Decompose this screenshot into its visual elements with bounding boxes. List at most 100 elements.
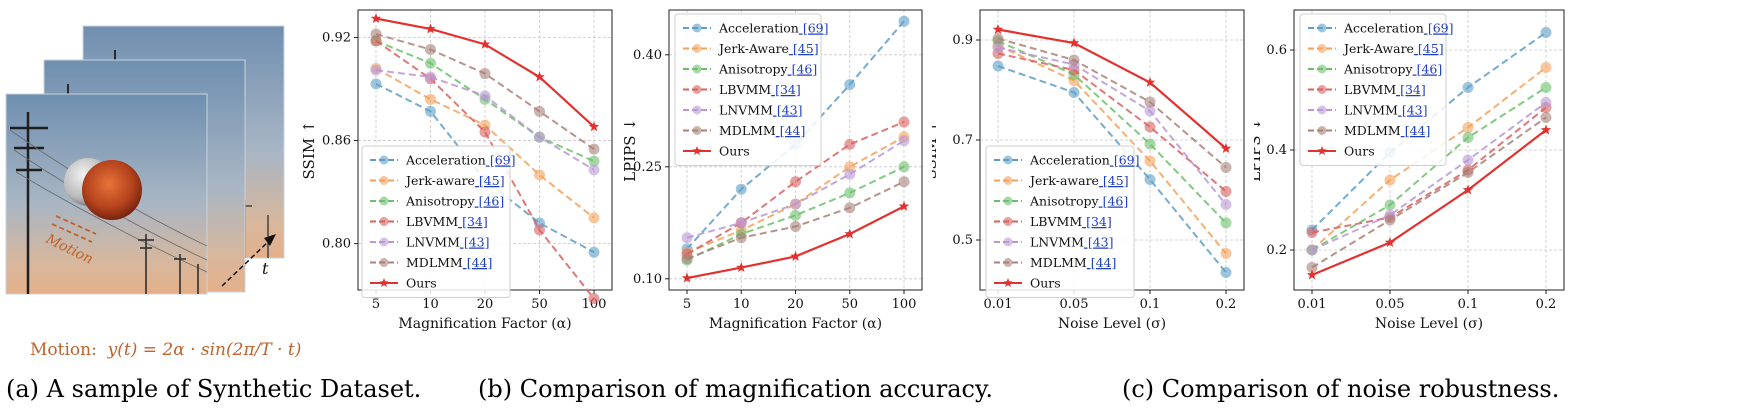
- data-point: [1540, 124, 1552, 135]
- legend-marker: [1317, 126, 1327, 135]
- y-tick-label: 0.80: [322, 237, 351, 252]
- lpips-magnification-legend: Acceleration [69] Jerk-Aware [45] Anisotro…: [674, 13, 829, 166]
- legend-label: LNVMM [43]: [1030, 235, 1114, 250]
- data-point: [992, 42, 1004, 53]
- data-point: [790, 198, 801, 210]
- data-point: [898, 116, 910, 128]
- data-point: [588, 212, 600, 224]
- data-point: [1306, 227, 1318, 238]
- legend-label: Acceleration [69]: [1343, 21, 1454, 36]
- data-point: [1384, 174, 1396, 186]
- legend-box: [985, 145, 1135, 298]
- series-mdlmm: [992, 33, 1232, 173]
- series-line: [686, 20, 905, 250]
- data-point: [588, 143, 600, 155]
- series-line: [1311, 106, 1547, 234]
- series-line: [1311, 66, 1547, 251]
- legend-marker: [692, 44, 702, 53]
- x-tick-label: 0.05: [1060, 297, 1089, 312]
- legend-label: Anisotropy [46]: [1343, 62, 1442, 77]
- data-point: [1462, 82, 1474, 93]
- data-point: [1144, 105, 1156, 117]
- chart-lpips-noise: 0.01 0.05 0.1 0.2 0.2 0.4 0.6 Noise Level (σ) LP…: [1254, 9, 1565, 332]
- legend-marker: [1003, 278, 1013, 288]
- legend-label: Anisotropy [46]: [405, 194, 504, 209]
- series-ours: [681, 200, 910, 283]
- data-point: [735, 232, 747, 244]
- x-tick-label: 20: [787, 297, 804, 312]
- data-point: [588, 121, 600, 132]
- data-point: [1144, 96, 1156, 108]
- data-point: [370, 78, 382, 90]
- series-line: [997, 28, 1227, 150]
- data-point: [534, 131, 545, 143]
- chart-ssim-magnification: 5 10 20 50 100 0.80 0.86 0.92 Magnification Fact…: [300, 9, 613, 332]
- legend-marker: [1317, 146, 1327, 156]
- legend-marker: [1317, 23, 1327, 33]
- caption-b: (b) Comparison of magnification accuracy…: [478, 375, 993, 403]
- legend-marker: [692, 85, 702, 94]
- legend-label: LBVMM [34]: [719, 82, 801, 97]
- x-tick-label: 0.1: [1458, 297, 1479, 312]
- lpips-noise-x-axis-label: Noise Level (σ): [1375, 316, 1483, 332]
- series-line: [1311, 116, 1547, 269]
- data-point: [735, 217, 747, 229]
- legend-marker: [692, 126, 702, 135]
- data-point: [844, 138, 856, 150]
- data-point: [844, 187, 856, 199]
- legend-label: Acceleration [69]: [718, 21, 829, 36]
- series-line: [997, 46, 1227, 206]
- data-point: [1220, 186, 1232, 197]
- data-point: [1462, 122, 1474, 133]
- data-point: [898, 161, 910, 173]
- legend-label: Anisotropy [46]: [1029, 194, 1128, 209]
- legend-label: Jerk-aware [45]: [404, 173, 505, 188]
- chart-ssim-noise: 0.01 0.05 0.1 0.2 0.5 0.7 0.9 Noise Level (σ) SS…: [932, 9, 1245, 332]
- legend-label: LNVMM [43]: [719, 103, 803, 118]
- legend-label: LNVMM [43]: [1344, 103, 1428, 118]
- lpips-magnification-y-axis-label: LPIPS ↓: [622, 118, 639, 182]
- legend-label: MDLMM [44]: [1030, 255, 1116, 270]
- legend-marker: [1317, 44, 1327, 53]
- data-point: [681, 272, 693, 283]
- data-point: [1540, 82, 1552, 93]
- data-point: [1540, 97, 1552, 108]
- caption-a: (a) A sample of Synthetic Dataset.: [6, 375, 422, 403]
- legend-marker: [1003, 155, 1013, 165]
- data-point: [370, 28, 382, 40]
- data-point: [735, 183, 747, 195]
- series-line: [686, 136, 905, 254]
- data-point: [1220, 267, 1232, 278]
- y-tick-label: 0.86: [322, 134, 351, 149]
- legend-label: LBVMM [34]: [1344, 82, 1426, 97]
- data-point: [1220, 217, 1232, 229]
- data-point: [370, 64, 382, 76]
- ssim-magnification-legend: Acceleration [69] Jerk-aware [45] Anisotro…: [361, 145, 516, 298]
- series-ours: [370, 13, 600, 132]
- y-tick-label: 0.92: [322, 30, 351, 45]
- data-point: [1220, 143, 1232, 153]
- legend-label: Ours: [406, 276, 437, 291]
- legend-label: LBVMM [34]: [406, 214, 488, 229]
- series-line: [997, 52, 1227, 193]
- data-point: [1068, 54, 1080, 66]
- data-point: [425, 57, 436, 69]
- legend-label: Ours: [1030, 276, 1061, 291]
- legend-label: Ours: [719, 144, 750, 159]
- series-lnvmm: [681, 135, 910, 244]
- data-point: [1462, 154, 1474, 166]
- legend-marker: [379, 155, 389, 165]
- y-tick-label: 0.5: [952, 233, 973, 248]
- data-point: [992, 33, 1004, 44]
- ssim-noise-y-axis-label: SSIM ↑: [932, 121, 940, 180]
- data-point: [1306, 269, 1318, 280]
- data-point: [736, 262, 747, 273]
- data-point: [534, 169, 545, 181]
- y-tick-label: 0.2: [1266, 243, 1287, 258]
- data-point: [425, 71, 436, 83]
- y-tick-label: 0.4: [1266, 143, 1287, 158]
- series-mdlmm: [1306, 112, 1552, 273]
- time-arrow: t: [221, 234, 276, 287]
- legend-box: [1299, 13, 1447, 166]
